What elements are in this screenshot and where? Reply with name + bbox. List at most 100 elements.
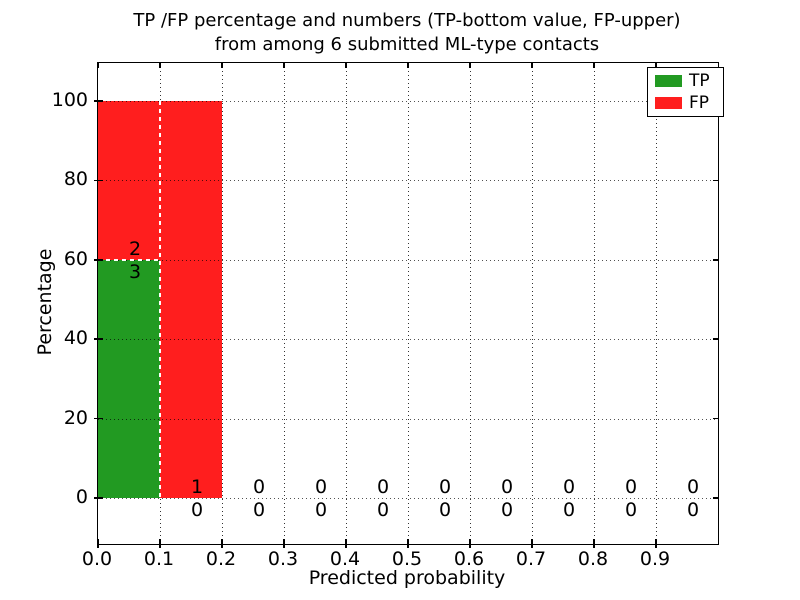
fp-count-label: 0 [314, 475, 328, 498]
x-tick-top [345, 63, 347, 68]
x-tick-top [159, 63, 161, 68]
x-tick-bottom [221, 539, 223, 548]
legend-row-fp: FP [655, 94, 717, 112]
x-tick-bottom [159, 539, 161, 548]
y-tick-label: 20 [63, 406, 88, 429]
y-tick-label: 40 [63, 327, 88, 350]
tp-count-label: 0 [500, 498, 514, 521]
y-tick-label: 60 [63, 247, 88, 270]
gridline-y [98, 418, 718, 420]
tp-count-label: 0 [190, 498, 204, 521]
chart-title-line2: from among 6 submitted ML-type contacts [214, 34, 600, 55]
y-tick-label: 100 [51, 89, 88, 112]
fp-count-label: 0 [376, 475, 390, 498]
fp-legend-swatch [655, 97, 682, 109]
fp-count-label: 0 [686, 475, 700, 498]
bar-boundary-horizontal [98, 258, 160, 261]
x-tick-bottom [345, 539, 347, 548]
x-tick-label: 0.2 [205, 548, 237, 570]
gridline-x [594, 63, 595, 544]
fp-count-label: 0 [562, 475, 576, 498]
bar-segment-fp [98, 101, 160, 260]
x-tick-bottom [469, 539, 471, 548]
fp-count-label: 1 [190, 475, 204, 498]
fp-count-label: 0 [252, 475, 266, 498]
y-tick-right [713, 497, 718, 499]
x-tick-top [221, 63, 223, 68]
gridline-y [98, 339, 718, 341]
fp-count-label: 0 [500, 475, 514, 498]
x-tick-label: 0.7 [515, 548, 547, 570]
gridline-y [98, 180, 718, 182]
x-tick-top [407, 63, 409, 68]
x-tick-label: 0.6 [453, 548, 485, 570]
x-tick-bottom [283, 539, 285, 548]
y-tick-label: 80 [63, 168, 88, 191]
y-axis-label: Percentage [34, 248, 56, 356]
fp-count-label: 2 [128, 237, 142, 260]
x-tick-label: 0.8 [577, 548, 609, 570]
x-tick-label: 0.0 [81, 548, 113, 570]
fp-count-label: 0 [438, 475, 452, 498]
y-tick-right [713, 417, 718, 420]
chart-title-line1: TP /FP percentage and numbers (TP-bottom… [133, 10, 681, 31]
x-tick-label: 0.3 [267, 548, 299, 570]
x-axis-label: Predicted probability [308, 567, 506, 589]
x-tick-top [97, 63, 99, 68]
x-tick-top [469, 63, 471, 68]
x-tick-bottom [655, 539, 657, 548]
y-tick-left [94, 100, 103, 102]
chart-title: TP /FP percentage and numbers (TP-bottom… [97, 9, 717, 57]
gridline-x [656, 63, 657, 544]
x-tick-label: 0.1 [143, 548, 175, 570]
y-tick-left [94, 497, 103, 499]
y-tick-left [94, 259, 103, 261]
tp-count-label: 0 [252, 498, 266, 521]
tp-count-label: 0 [438, 498, 452, 521]
x-tick-label: 0.5 [391, 548, 423, 570]
y-tick-right [713, 179, 718, 182]
x-tick-bottom [97, 539, 99, 548]
legend-row-tp: TP [655, 72, 717, 90]
gridline-x [470, 63, 471, 544]
gridline-y [98, 101, 718, 103]
x-tick-bottom [407, 539, 409, 548]
x-tick-top [655, 63, 657, 68]
x-tick-bottom [531, 539, 533, 548]
x-tick-top [531, 63, 533, 68]
y-tick-left [94, 179, 103, 182]
tp-count-label: 0 [624, 498, 638, 521]
tp-count-label: 0 [314, 498, 328, 521]
bar-segment-fp [160, 101, 222, 498]
y-tick-left [94, 338, 103, 340]
fp-legend-label: FP [689, 93, 710, 113]
bar-boundary-vertical [159, 101, 161, 498]
gridline-x [284, 63, 285, 544]
fp-count-label: 0 [624, 475, 638, 498]
gridline-y [98, 497, 718, 499]
x-tick-bottom [593, 539, 595, 548]
tp-count-label: 3 [128, 260, 142, 283]
x-tick-top [283, 63, 285, 68]
gridline-x [346, 63, 347, 544]
tp-count-label: 0 [562, 498, 576, 521]
bar-segment-tp [98, 259, 160, 498]
y-tick-right [713, 338, 718, 340]
gridline-x [408, 63, 409, 544]
gridline-x [532, 63, 533, 544]
tp-count-label: 0 [376, 498, 390, 521]
x-tick-top [593, 63, 595, 68]
x-tick-label: 0.9 [639, 548, 671, 570]
gridline-y [98, 259, 718, 261]
tp-count-label: 0 [686, 498, 700, 521]
gridline-x [222, 63, 223, 544]
tp-legend-label: TP [689, 71, 710, 91]
y-tick-right [713, 259, 718, 261]
x-tick-label: 0.4 [329, 548, 361, 570]
legend: TP FP [647, 67, 724, 117]
y-tick-label: 0 [75, 485, 88, 508]
tp-legend-swatch [655, 75, 682, 87]
y-tick-left [94, 417, 103, 420]
